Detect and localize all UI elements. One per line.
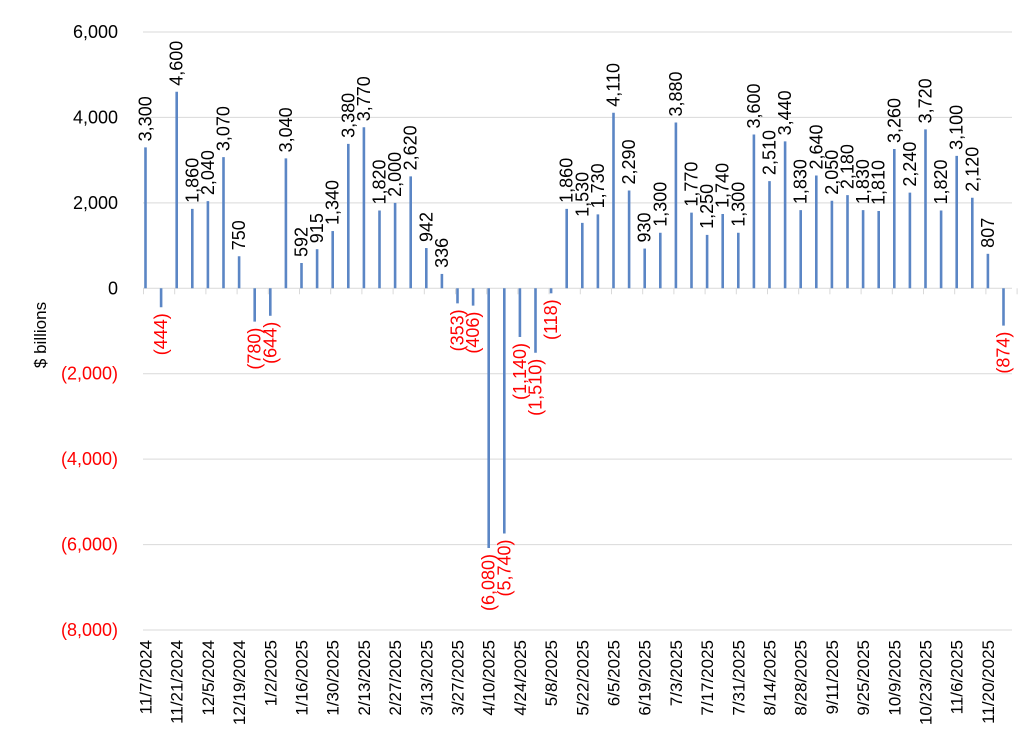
data-label: 2,290 bbox=[619, 139, 639, 184]
data-label: 3,300 bbox=[136, 96, 156, 141]
x-tick-label: 7/31/2025 bbox=[729, 640, 748, 716]
data-label: (6,080) bbox=[479, 554, 499, 611]
y-tick-label: 0 bbox=[108, 278, 118, 298]
data-label: 1,730 bbox=[588, 163, 608, 208]
x-tick-label: 3/13/2025 bbox=[417, 640, 436, 716]
data-label: 915 bbox=[307, 213, 327, 243]
x-tick-label: 3/27/2025 bbox=[449, 640, 468, 716]
bars bbox=[144, 91, 1005, 548]
data-label: 3,070 bbox=[214, 106, 234, 151]
data-label: (1,510) bbox=[526, 359, 546, 416]
data-label: 1,770 bbox=[682, 162, 702, 207]
data-labels: 3,300(444)4,6001,8602,0403,070750(780)(6… bbox=[136, 41, 1014, 611]
data-label: 1,810 bbox=[869, 160, 889, 205]
data-label: 2,180 bbox=[838, 144, 858, 189]
y-tick-label: (8,000) bbox=[61, 620, 118, 640]
data-label: 1,530 bbox=[572, 172, 592, 217]
data-label: 3,380 bbox=[338, 93, 358, 138]
data-label: 1,830 bbox=[791, 159, 811, 204]
x-tick-label: 8/28/2025 bbox=[792, 640, 811, 716]
data-label: 2,040 bbox=[198, 150, 218, 195]
data-label: 1,250 bbox=[697, 184, 717, 229]
data-label: (406) bbox=[463, 312, 483, 354]
data-label: 930 bbox=[635, 213, 655, 243]
data-label: (5,740) bbox=[494, 539, 514, 596]
gridlines bbox=[143, 31, 1012, 631]
data-label: 2,240 bbox=[900, 142, 920, 187]
data-label: 3,600 bbox=[744, 83, 764, 128]
data-label: (874) bbox=[994, 332, 1014, 374]
data-label: 2,510 bbox=[760, 130, 780, 175]
data-label: 3,440 bbox=[775, 90, 795, 135]
data-label: 2,000 bbox=[385, 152, 405, 197]
y-tick-label: (6,000) bbox=[61, 535, 118, 555]
data-label: 2,620 bbox=[401, 125, 421, 170]
data-label: (780) bbox=[245, 328, 265, 370]
data-label: (644) bbox=[260, 322, 280, 364]
data-label: 1,300 bbox=[728, 182, 748, 227]
data-label: 807 bbox=[978, 218, 998, 248]
data-label: 1,860 bbox=[557, 158, 577, 203]
data-label: 1,740 bbox=[713, 163, 733, 208]
y-tick-label: 6,000 bbox=[73, 22, 118, 42]
data-label: 3,770 bbox=[354, 76, 374, 121]
data-label: 1,340 bbox=[323, 180, 343, 225]
x-tick-label: 8/14/2025 bbox=[761, 640, 780, 716]
x-tick-label: 7/17/2025 bbox=[698, 640, 717, 716]
x-tick-label: 2/27/2025 bbox=[386, 640, 405, 716]
x-tick-label: 11/6/2025 bbox=[948, 640, 967, 714]
data-label: 1,820 bbox=[370, 159, 390, 204]
y-tick-label: 4,000 bbox=[73, 107, 118, 127]
y-tick-label: 2,000 bbox=[73, 193, 118, 213]
data-label: (353) bbox=[448, 309, 468, 351]
x-tick-label: 10/23/2025 bbox=[917, 640, 936, 725]
x-tick-label: 1/30/2025 bbox=[324, 640, 343, 716]
data-label: 3,880 bbox=[666, 72, 686, 117]
data-label: 3,260 bbox=[884, 98, 904, 143]
data-label: 942 bbox=[416, 212, 436, 242]
data-label: 1,860 bbox=[182, 158, 202, 203]
data-label: (118) bbox=[541, 299, 561, 340]
x-tick-label: 4/10/2025 bbox=[480, 640, 499, 716]
data-label: 4,110 bbox=[604, 63, 624, 107]
y-tick-label: (2,000) bbox=[61, 364, 118, 384]
data-label: (444) bbox=[151, 313, 171, 355]
y-axis-title: $ billions bbox=[31, 302, 50, 368]
data-label: 1,830 bbox=[853, 159, 873, 204]
x-axis: 11/7/2024 11/21/2024 12/5/2024 12/19/2024 1/… bbox=[137, 287, 1018, 725]
x-tick-label: 12/5/2024 bbox=[199, 640, 218, 716]
data-label: 4,600 bbox=[167, 41, 187, 86]
data-label: 3,100 bbox=[947, 105, 967, 150]
x-tick-label: 6/5/2025 bbox=[605, 640, 624, 706]
x-tick-label: 11/7/2024 bbox=[137, 640, 156, 714]
data-label: 2,120 bbox=[962, 147, 982, 192]
y-axis: 6,000 4,000 2,000 0 (2,000) (4,000) (6,000) (8,… bbox=[61, 22, 118, 640]
x-tick-label: 11/21/2024 bbox=[168, 640, 187, 724]
x-tick-label: 12/19/2024 bbox=[230, 640, 249, 725]
x-tick-label: 11/20/2025 bbox=[979, 640, 998, 724]
data-label: 1,300 bbox=[650, 182, 670, 227]
x-tick-label: 1/2/2025 bbox=[261, 640, 280, 706]
x-tick-label: 7/3/2025 bbox=[667, 640, 686, 706]
data-label: 2,640 bbox=[806, 124, 826, 169]
data-label: 336 bbox=[432, 238, 452, 268]
x-tick-label: 5/22/2025 bbox=[573, 640, 592, 716]
data-label: 2,050 bbox=[822, 150, 842, 195]
x-tick-label: 5/8/2025 bbox=[542, 640, 561, 706]
y-tick-label: (4,000) bbox=[61, 449, 118, 469]
data-label: 1,820 bbox=[931, 159, 951, 204]
x-tick-label: 9/25/2025 bbox=[854, 640, 873, 716]
x-tick-label: 4/24/2025 bbox=[511, 640, 530, 716]
x-tick-label: 6/19/2025 bbox=[636, 640, 655, 716]
x-tick-label: 2/13/2025 bbox=[355, 640, 374, 716]
data-label: 3,720 bbox=[916, 78, 936, 123]
x-tick-label: 10/9/2025 bbox=[885, 640, 904, 716]
x-tick-label: 1/16/2025 bbox=[293, 640, 312, 716]
data-label: 592 bbox=[292, 227, 312, 257]
data-label: 750 bbox=[229, 220, 249, 250]
data-label: 3,040 bbox=[276, 107, 296, 152]
x-tick-label: 9/11/2025 bbox=[823, 640, 842, 714]
data-label: (1,140) bbox=[510, 343, 530, 400]
